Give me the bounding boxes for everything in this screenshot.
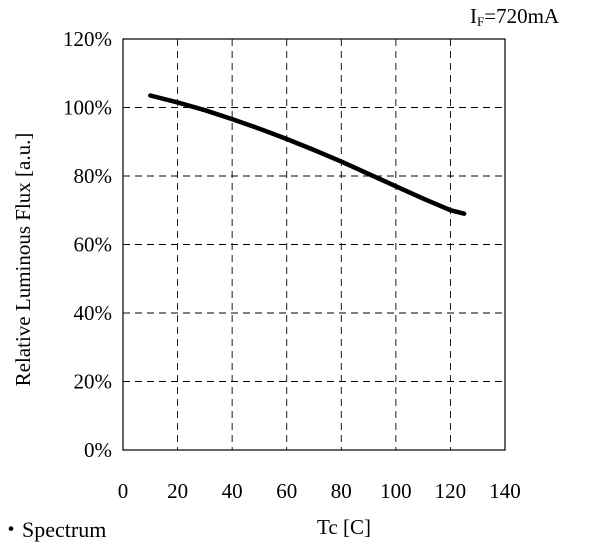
plot-frame	[122, 38, 506, 451]
y-tick-label: 120%	[63, 27, 112, 51]
x-tick-labels: 0 20 40 60 80 100 120 140	[118, 479, 521, 503]
x-tick-label: 40	[222, 479, 243, 503]
forward-current-annotation: IF=720mA	[470, 4, 559, 30]
x-tick-label: 100	[380, 479, 412, 503]
x-tick-label: 60	[276, 479, 297, 503]
y-tick-label: 60%	[74, 233, 113, 257]
series-group	[148, 93, 467, 216]
y-tick-label: 40%	[74, 301, 113, 325]
x-tick-label: 80	[331, 479, 352, 503]
y-tick-label: 0%	[84, 438, 112, 462]
spectrum-caption: ・Spectrum	[0, 517, 107, 542]
y-tick-label: 20%	[74, 370, 113, 394]
grid-lines	[123, 39, 505, 450]
x-tick-label: 0	[118, 479, 129, 503]
annotation-symbol: I	[470, 4, 477, 28]
x-tick-label: 20	[167, 479, 188, 503]
y-axis-label: Relative Luminous Flux [a.u.]	[11, 133, 35, 387]
series-line	[148, 93, 467, 216]
y-tick-labels: 0% 20% 40% 60% 80% 100% 120%	[63, 27, 112, 462]
y-tick-label: 80%	[74, 164, 113, 188]
y-tick-label: 100%	[63, 96, 112, 120]
annotation-subscript: F	[477, 14, 485, 29]
x-tick-label: 120	[435, 479, 467, 503]
annotation-value: =720mA	[484, 4, 560, 28]
x-tick-label: 140	[489, 479, 521, 503]
x-axis-label: Tc [C]	[317, 515, 371, 539]
